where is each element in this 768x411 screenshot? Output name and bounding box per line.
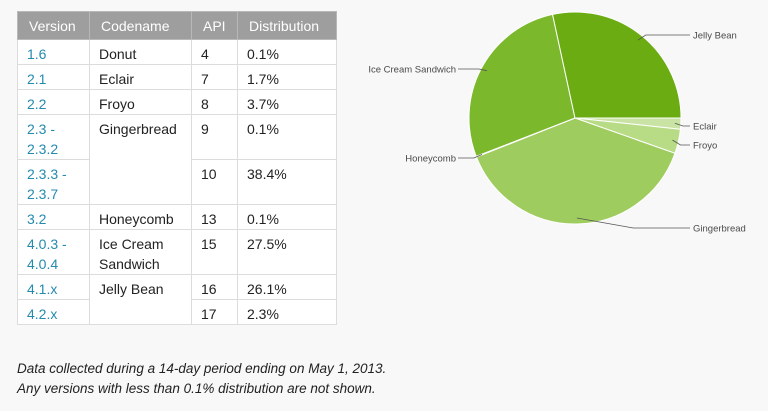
table-row: 2.2 Froyo 8 3.7% <box>17 89 337 115</box>
pie-leader-line <box>674 122 690 127</box>
table-row: 3.2 Honeycomb 13 0.1% <box>17 204 337 230</box>
caption-line-2: Any versions with less than 0.1% distrib… <box>17 381 376 396</box>
header-api: API <box>191 11 238 40</box>
header-version: Version <box>17 11 90 40</box>
api-cell: 9 <box>191 114 238 160</box>
table-row: 2.3.3 - 2.3.7 10 38.4% <box>17 159 337 205</box>
api-cell: 16 <box>191 274 238 300</box>
data-caption: Data collected during a 14-day period en… <box>17 359 386 399</box>
version-cell[interactable]: 4.0.3 - 4.0.4 <box>17 229 90 275</box>
api-cell: 8 <box>191 89 238 115</box>
pie-label-honeycomb: Honeycomb <box>405 154 456 165</box>
distribution-cell: 38.4% <box>237 159 337 205</box>
version-cell[interactable]: 1.6 <box>17 39 90 65</box>
pie-label-ice-cream-sandwich: Ice Cream Sandwich <box>368 65 456 76</box>
version-cell[interactable]: 2.1 <box>17 64 90 90</box>
distribution-table: Version Codename API Distribution 1.6 Do… <box>17 11 337 325</box>
version-cell[interactable]: 2.2 <box>17 89 90 115</box>
codename-cell: Gingerbread <box>89 114 192 205</box>
api-cell: 17 <box>191 299 238 325</box>
pie-leader-line <box>576 217 690 229</box>
version-cell[interactable]: 2.3 - 2.3.2 <box>17 114 90 160</box>
header-codename: Codename <box>89 11 192 40</box>
pie-leader-line <box>637 34 690 41</box>
table-row: 1.6 Donut 4 0.1% <box>17 39 337 65</box>
pie-slice-ice-cream-sandwich <box>468 13 576 158</box>
table-row: 4.0.3 - 4.0.4 Ice Cream Sandwich 15 27.5… <box>17 229 337 275</box>
pie-label-froyo: Froyo <box>693 141 717 152</box>
pie-labels: Eclair Froyo Gingerbread Honeycomb Ice Cream… <box>368 31 745 235</box>
distribution-cell: 0.1% <box>237 39 337 65</box>
distribution-cell: 27.5% <box>237 229 337 275</box>
codename-cell: Donut <box>89 39 192 65</box>
api-cell: 13 <box>191 204 238 230</box>
pie-leader-line <box>672 139 690 146</box>
pie-leader-line <box>458 154 483 159</box>
distribution-cell: 2.3% <box>237 299 337 325</box>
version-cell[interactable]: 3.2 <box>17 204 90 230</box>
version-cell[interactable]: 4.2.x <box>17 299 90 325</box>
codename-cell: Froyo <box>89 89 192 115</box>
distribution-cell: 0.1% <box>237 114 337 160</box>
distribution-cell: 1.7% <box>237 64 337 90</box>
distribution-cell: 26.1% <box>237 274 337 300</box>
version-cell[interactable]: 2.3.3 - 2.3.7 <box>17 159 90 205</box>
header-distribution: Distribution <box>237 11 337 40</box>
pie-slice-gingerbread <box>475 117 676 225</box>
pie-label-eclair: Eclair <box>693 122 717 133</box>
pie-leader-line <box>458 68 487 72</box>
distribution-pie-chart: Eclair Froyo Gingerbread Honeycomb Ice Cream… <box>368 11 746 235</box>
codename-cell: Jelly Bean <box>89 274 192 325</box>
distribution-cell: 3.7% <box>237 89 337 115</box>
pie-label-gingerbread: Gingerbread <box>693 224 746 235</box>
table-row: 4.1.x Jelly Bean 16 26.1% <box>17 274 337 325</box>
api-cell: 15 <box>191 229 238 275</box>
table-row: 2.3 - 2.3.2 Gingerbread 9 0.1% <box>17 114 337 205</box>
codename-cell: Eclair <box>89 64 192 90</box>
api-cell: 7 <box>191 64 238 90</box>
pie-slice-jelly-bean <box>551 11 682 119</box>
api-cell: 10 <box>191 159 238 205</box>
codename-cell: Honeycomb <box>89 204 192 230</box>
codename-cell: Ice Cream Sandwich <box>89 229 192 275</box>
table-header-row: Version Codename API Distribution <box>17 11 337 40</box>
pie-label-jelly-bean: Jelly Bean <box>693 31 737 42</box>
table-row: 2.1 Eclair 7 1.7% <box>17 64 337 90</box>
pie-slices <box>468 11 682 225</box>
distribution-cell: 0.1% <box>237 204 337 230</box>
table-row: 4.2.x 17 2.3% <box>17 299 337 325</box>
api-cell: 4 <box>191 39 238 65</box>
version-cell[interactable]: 4.1.x <box>17 274 90 300</box>
caption-line-1: Data collected during a 14-day period en… <box>17 361 387 376</box>
